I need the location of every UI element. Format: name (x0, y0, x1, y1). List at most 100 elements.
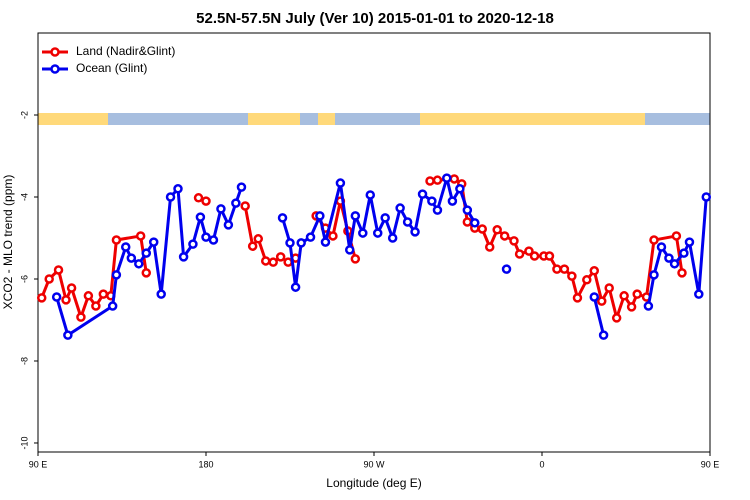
point (134, 259, 144, 269)
point (350, 254, 361, 264)
point (589, 292, 600, 302)
x-tick-label: 90 W (363, 459, 385, 469)
point (432, 175, 443, 185)
point (442, 173, 452, 183)
x-tick-label: 0 (539, 459, 544, 469)
point (275, 252, 286, 262)
point (582, 275, 592, 285)
point (514, 249, 525, 259)
point (178, 252, 189, 262)
point (567, 271, 577, 281)
point (449, 174, 460, 184)
point (477, 224, 488, 234)
point (462, 217, 473, 227)
point (684, 237, 695, 247)
point (111, 270, 122, 280)
point (247, 241, 258, 251)
point (51, 292, 62, 302)
point (253, 234, 264, 244)
point (509, 236, 519, 246)
x-tick-label: 180 (198, 459, 213, 469)
point (76, 312, 86, 322)
point (188, 239, 198, 249)
point (208, 235, 219, 245)
point (499, 231, 510, 241)
point (36, 293, 47, 303)
point (598, 330, 609, 340)
point (107, 301, 118, 311)
point (462, 205, 473, 215)
point (455, 184, 465, 194)
point (236, 182, 247, 192)
point (296, 238, 306, 248)
series-line (40, 177, 684, 320)
point (315, 211, 325, 221)
point (120, 242, 131, 252)
point (529, 251, 540, 261)
point (372, 228, 383, 238)
point (589, 266, 600, 276)
point (193, 193, 204, 203)
x-tick-label: 90 E (701, 459, 720, 469)
chart-title: 52.5N-57.5N July (Ver 10) 2015-01-01 to … (196, 10, 554, 27)
point (677, 268, 687, 278)
point (335, 178, 346, 188)
point (223, 220, 234, 230)
point (380, 213, 390, 223)
point (544, 251, 555, 261)
point (656, 242, 667, 252)
point (83, 291, 94, 301)
point (285, 238, 295, 248)
legend-marker (50, 64, 60, 74)
plot-frame (37, 32, 711, 453)
point (350, 211, 361, 221)
point (470, 218, 480, 228)
point (305, 232, 316, 242)
point (664, 253, 674, 263)
point (626, 302, 637, 312)
point (44, 274, 54, 284)
point (260, 256, 271, 266)
point (156, 289, 166, 299)
point (410, 227, 420, 237)
point (649, 270, 659, 280)
point (649, 235, 659, 245)
map-strip (38, 113, 710, 125)
point (195, 212, 206, 222)
point (53, 265, 64, 275)
point (277, 213, 288, 223)
point (679, 248, 689, 258)
point (328, 231, 338, 241)
point (524, 246, 534, 256)
point (268, 257, 278, 267)
legend-label: Land (Nadir&Glint) (76, 44, 175, 58)
point (484, 242, 495, 252)
point (135, 231, 146, 241)
point (320, 237, 331, 247)
point (559, 264, 570, 274)
point (632, 289, 642, 299)
point (572, 293, 583, 303)
point (432, 205, 443, 215)
point (611, 313, 622, 323)
legend-label: Ocean (Glint) (76, 61, 147, 75)
point (148, 237, 159, 247)
point (290, 282, 301, 292)
point (417, 189, 428, 199)
y-tick-label: -4 (19, 193, 29, 201)
y-tick-label: -10 (19, 436, 29, 449)
point (240, 201, 250, 211)
point (66, 283, 77, 293)
point (669, 259, 680, 269)
point (173, 184, 183, 194)
legend-marker (50, 47, 60, 57)
y-tick-label: -8 (19, 357, 29, 365)
point (365, 190, 376, 200)
point (201, 196, 211, 206)
point (552, 264, 562, 274)
point (63, 330, 73, 340)
x-axis-label: Longitude (deg E) (326, 476, 421, 490)
point (694, 289, 704, 299)
point (427, 196, 437, 206)
point (387, 233, 398, 243)
